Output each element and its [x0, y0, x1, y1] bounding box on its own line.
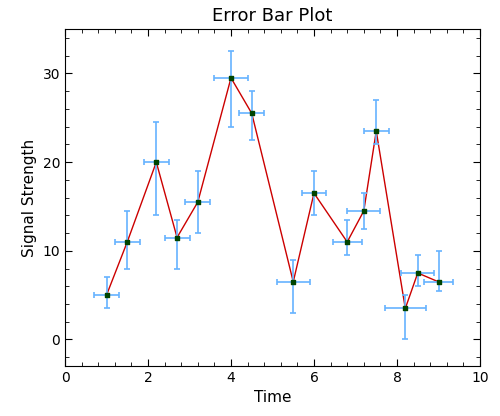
Point: [248, 110, 256, 116]
Point: [123, 239, 131, 245]
X-axis label: Time: Time: [254, 391, 291, 406]
Y-axis label: Signal Strength: Signal Strength: [22, 139, 37, 257]
Point: [414, 270, 422, 276]
Point: [343, 239, 351, 245]
Point: [360, 208, 368, 214]
Point: [152, 159, 160, 166]
Point: [194, 199, 202, 206]
Title: Error Bar Plot: Error Bar Plot: [212, 7, 332, 25]
Point: [402, 305, 409, 312]
Point: [434, 279, 442, 285]
Point: [372, 128, 380, 134]
Point: [227, 74, 235, 81]
Point: [102, 292, 110, 298]
Point: [289, 279, 297, 285]
Point: [310, 190, 318, 196]
Point: [173, 234, 181, 241]
